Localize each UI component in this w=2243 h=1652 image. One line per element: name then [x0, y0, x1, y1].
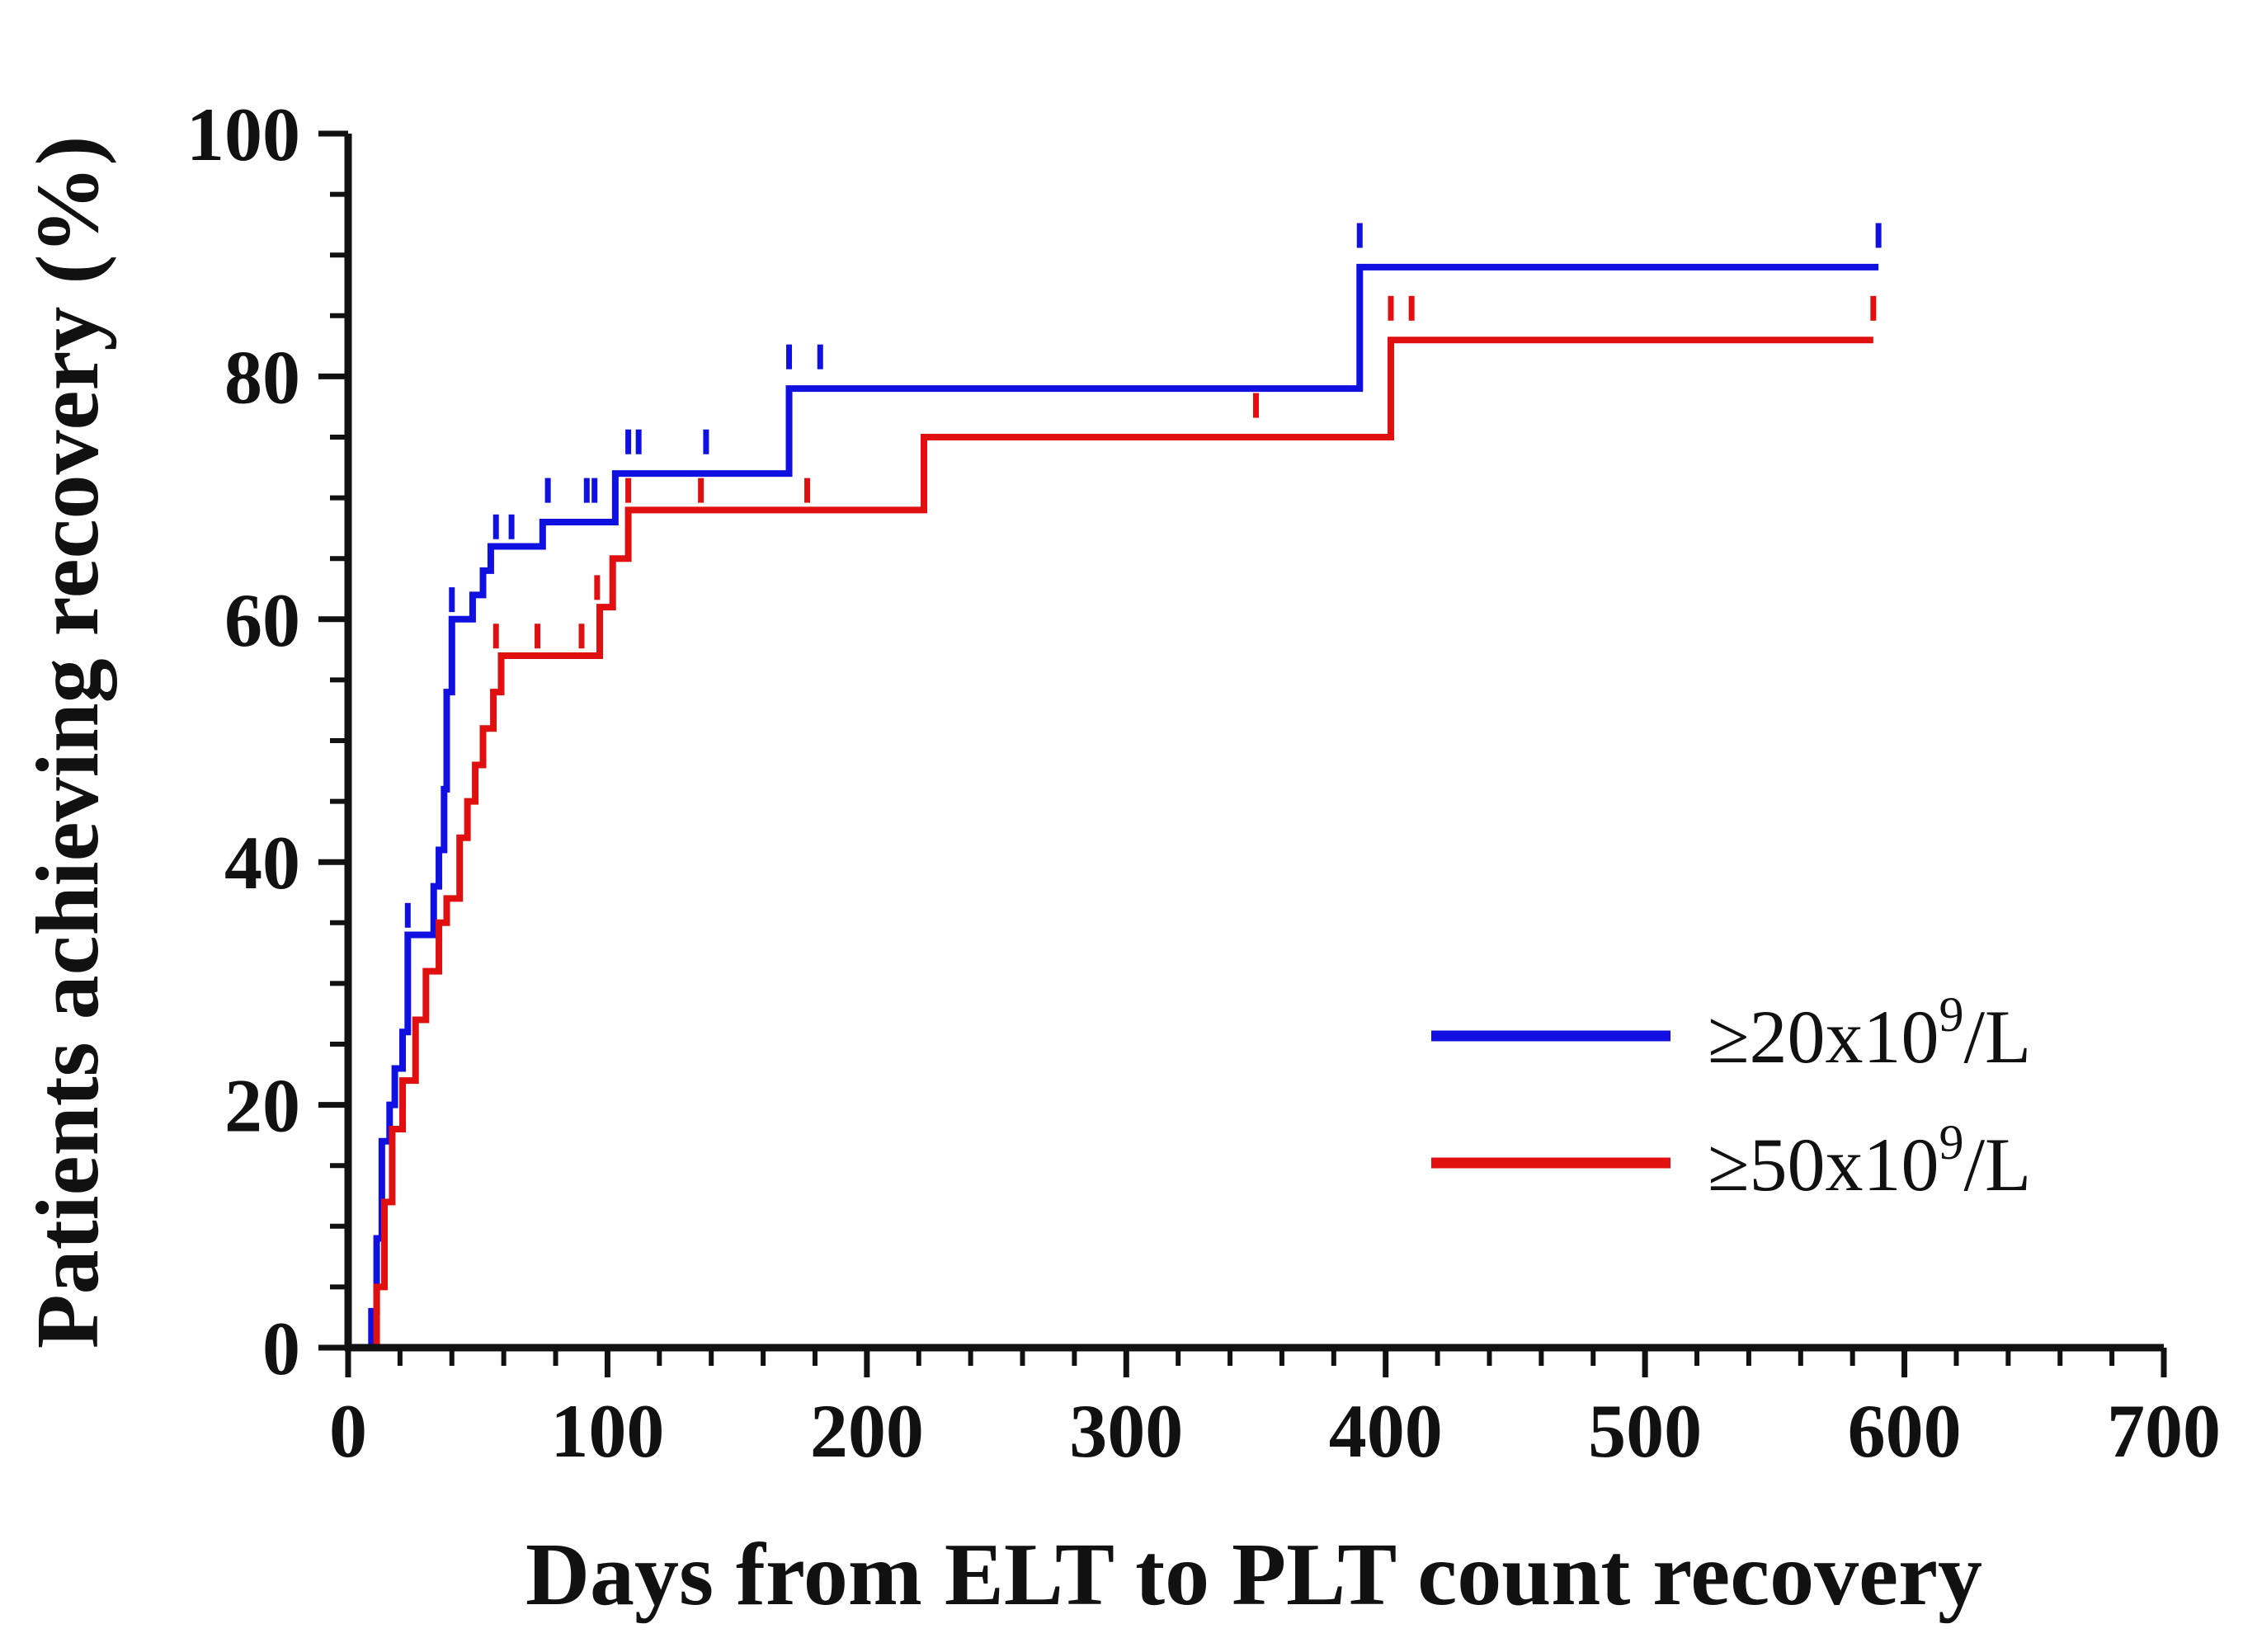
y-tick-label: 20: [224, 1064, 300, 1148]
x-tick-label: 200: [810, 1389, 924, 1473]
legend-label-2-tail: /L: [1964, 1123, 2032, 1207]
x-tick-label: 700: [2107, 1389, 2221, 1473]
x-tick-label: 0: [329, 1389, 367, 1473]
x-tick-label: 300: [1069, 1389, 1183, 1473]
x-tick-label: 600: [1848, 1389, 1962, 1473]
x-axis-label: Days from ELT to PLT count recovery: [525, 1526, 1982, 1624]
x-tick-label: 100: [550, 1389, 664, 1473]
legend-label-2: ≥50x109/L: [1708, 1115, 2031, 1207]
legend-item-2: ≥50x109/L: [1431, 1115, 2031, 1207]
y-tick-label: 60: [224, 578, 300, 662]
x-axis-ticks: 0 100 200 300 400 500 600 700: [329, 1348, 2221, 1473]
series-line-2: [348, 337, 1873, 1351]
legend-label-1-tail: /L: [1964, 995, 2032, 1079]
y-tick-label: 40: [224, 821, 300, 905]
y-tick-label: 80: [224, 335, 300, 419]
legend-label-1-main: ≥20x10: [1708, 995, 1939, 1079]
x-tick-label: 500: [1588, 1389, 1702, 1473]
y-tick-label: 100: [186, 92, 300, 176]
series-layer: [348, 223, 1882, 1351]
legend-item-1: ≥20x109/L: [1431, 987, 2031, 1079]
legend-label-2-main: ≥50x10: [1708, 1123, 1939, 1207]
y-axis-ticks: 0 20 40 60 80 100: [186, 92, 348, 1391]
legend-label-1: ≥20x109/L: [1708, 987, 2031, 1079]
legend: ≥20x109/L ≥50x109/L: [1431, 987, 2031, 1207]
y-axis-label: Patients achieving recovery (%): [19, 136, 117, 1349]
y-tick-label: 0: [262, 1306, 300, 1391]
legend-label-1-sup: 9: [1939, 987, 1964, 1042]
plot-area: 0 100 200 300 400 500 600 700 0 20 40 60 80 100: [186, 92, 2221, 1473]
x-tick-label: 400: [1329, 1389, 1443, 1473]
series-line-1: [348, 263, 1879, 1351]
legend-label-2-sup: 9: [1939, 1115, 1964, 1170]
